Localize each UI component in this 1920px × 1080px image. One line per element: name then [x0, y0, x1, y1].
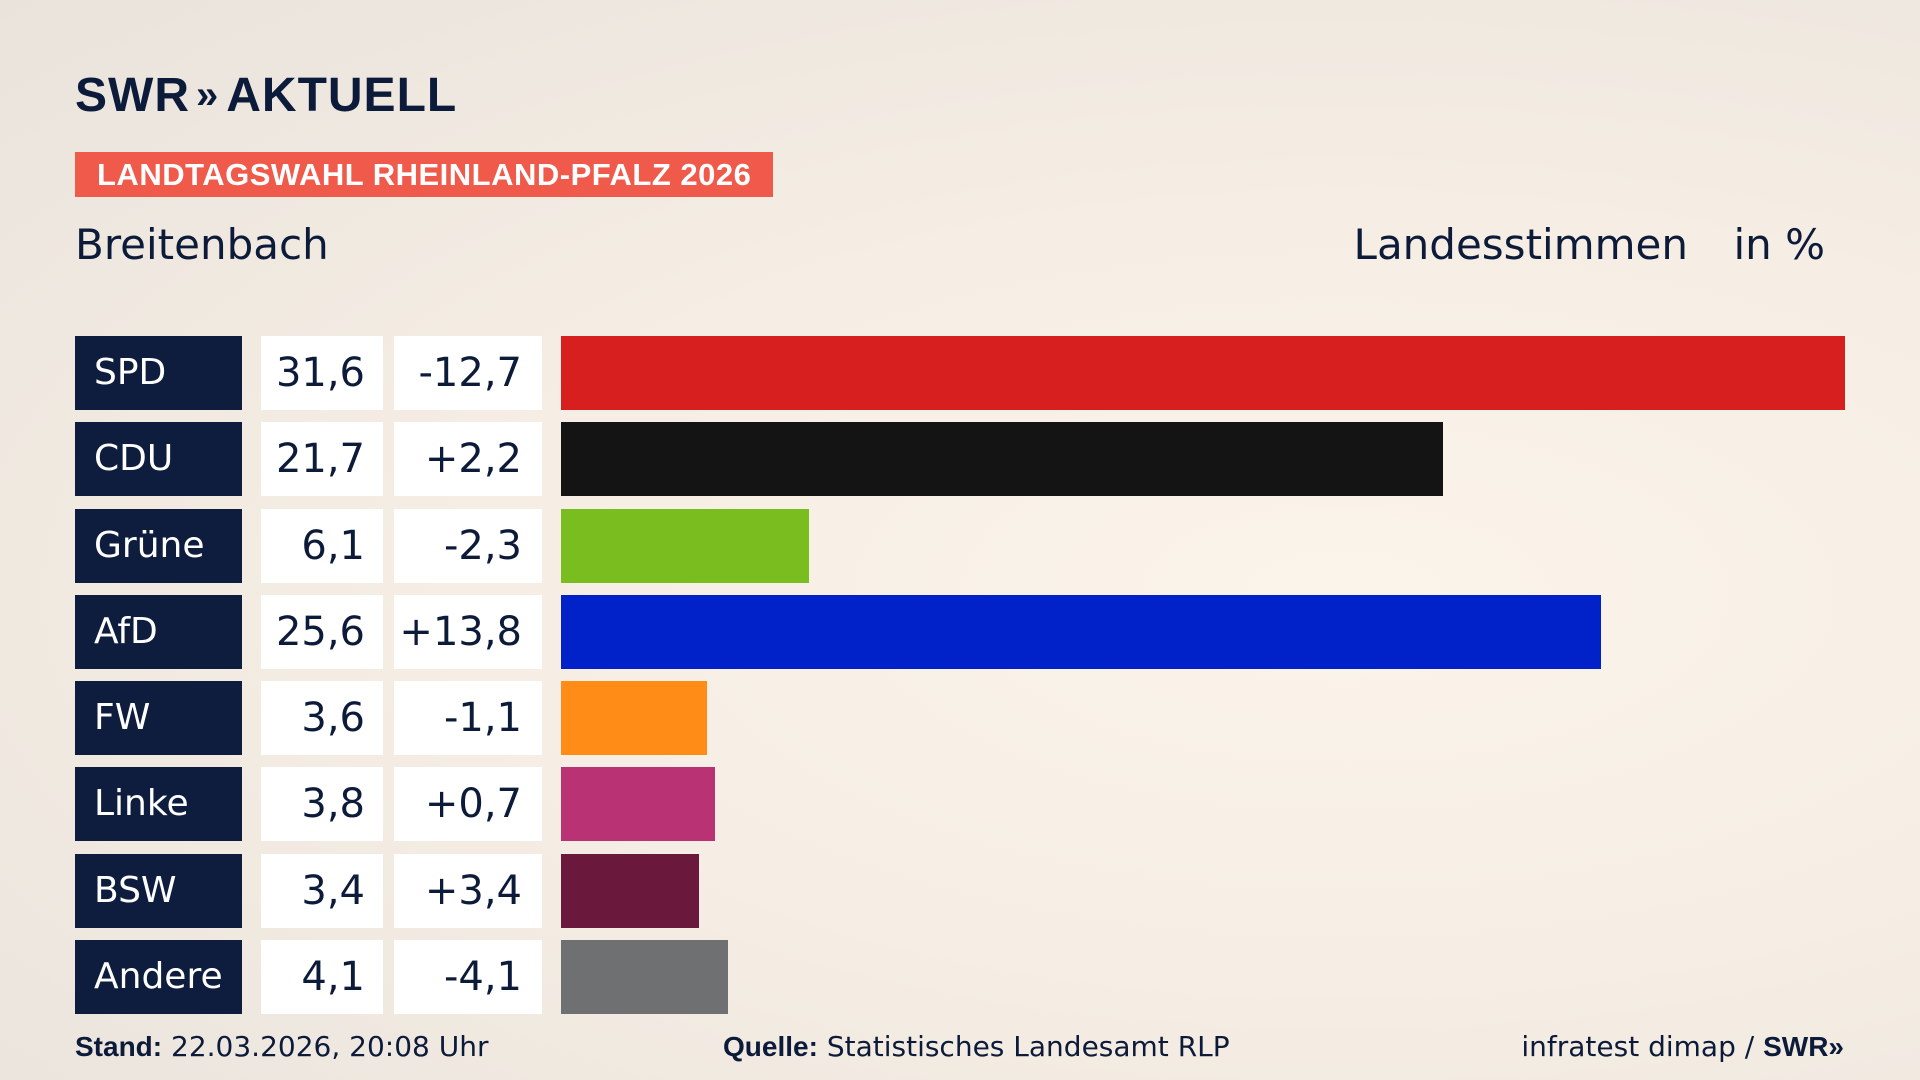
- vote-change-value: +0,7: [394, 767, 542, 842]
- vote-share-value: 4,1: [261, 940, 383, 1015]
- vote-share-bar: [561, 853, 699, 928]
- vote-change-value: -1,1: [394, 681, 542, 756]
- vote-share-value: 25,6: [261, 594, 383, 669]
- source-info: Quelle: Statistisches Landesamt RLP: [723, 1030, 1230, 1063]
- vote-change-value: -2,3: [394, 508, 542, 583]
- source-value: Statistisches Landesamt RLP: [826, 1030, 1230, 1063]
- vote-share-bar: [561, 508, 809, 583]
- result-row: AfD 25,6 +13,8: [75, 594, 1845, 669]
- vote-share-bar: [561, 681, 707, 756]
- result-row: Grüne 6,1 -2,3: [75, 508, 1845, 583]
- measure-label: Landesstimmen: [1353, 220, 1688, 269]
- logo-text-aktuell: AKTUELL: [226, 69, 458, 122]
- swr-aktuell-logo: SWR » AKTUELL: [75, 68, 457, 123]
- vote-share-value: 6,1: [261, 508, 383, 583]
- vote-share-bar: [561, 940, 728, 1015]
- stand-label: Stand:: [75, 1031, 163, 1062]
- logo-text: SWR: [75, 69, 190, 122]
- vote-share-bar: [561, 336, 1845, 410]
- party-label: SPD: [75, 336, 242, 410]
- vote-change-value: +2,2: [394, 422, 542, 497]
- unit-label: in %: [1733, 220, 1825, 269]
- party-label: Andere: [75, 940, 242, 1015]
- vote-change-value: +3,4: [394, 853, 542, 928]
- vote-share-value: 3,8: [261, 767, 383, 842]
- party-label: Grüne: [75, 508, 242, 583]
- vote-change-value: -4,1: [394, 940, 542, 1015]
- vote-change-value: -12,7: [394, 336, 542, 410]
- result-row: Linke 3,8 +0,7: [75, 767, 1845, 842]
- election-badge: LANDTAGSWAHL RHEINLAND-PFALZ 2026: [75, 152, 774, 197]
- source-label: Quelle:: [723, 1031, 818, 1062]
- stand-info: Stand: 22.03.2026, 20:08 Uhr: [75, 1030, 488, 1063]
- stand-value: 22.03.2026, 20:08 Uhr: [171, 1030, 489, 1063]
- party-label: BSW: [75, 853, 242, 928]
- result-row: CDU 21,7 +2,2: [75, 422, 1845, 497]
- result-row: Andere 4,1 -4,1: [75, 940, 1845, 1015]
- vote-share-bar: [561, 594, 1601, 669]
- results-chart: SPD 31,6 -12,7 CDU 21,7 +2,2 Grüne 6,1 -2,3 AfD 25…: [75, 336, 1845, 1026]
- credit-info: infratest dimap / SWR»: [1521, 1030, 1844, 1063]
- party-label: CDU: [75, 422, 242, 497]
- vote-share-bar: [561, 767, 715, 842]
- party-label: Linke: [75, 767, 242, 842]
- credit-text: infratest dimap /: [1521, 1030, 1755, 1063]
- party-label: FW: [75, 681, 242, 756]
- vote-share-bar: [561, 422, 1443, 497]
- vote-share-value: 3,4: [261, 853, 383, 928]
- vote-change-value: +13,8: [394, 594, 542, 669]
- result-row: FW 3,6 -1,1: [75, 681, 1845, 756]
- vote-share-value: 21,7: [261, 422, 383, 497]
- vote-share-value: 3,6: [261, 681, 383, 756]
- swr-small-logo: SWR»: [1763, 1031, 1844, 1062]
- logo-chevron-icon: »: [195, 73, 218, 117]
- party-label: AfD: [75, 594, 242, 669]
- vote-share-value: 31,6: [261, 336, 383, 410]
- result-row: SPD 31,6 -12,7: [75, 336, 1845, 410]
- region-title: Breitenbach: [75, 220, 329, 269]
- result-row: BSW 3,4 +3,4: [75, 853, 1845, 928]
